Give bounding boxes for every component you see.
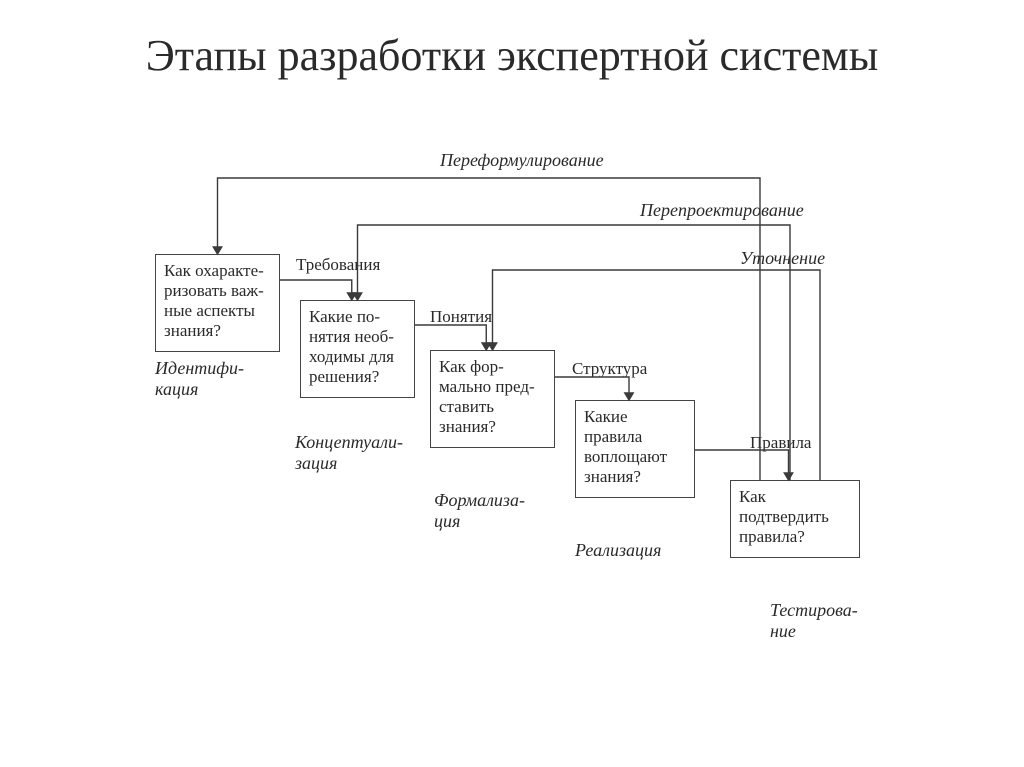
stage-box-2: Какие по-нятия необ-ходимы длярешения? [300,300,415,398]
feedback-label-1: Переформулирование [440,150,604,171]
page-title: Этапы разработки экспертной системы [0,0,1024,83]
stage-label-1: Идентифи-кация [155,358,244,399]
stage-label-5: Тестирова-ние [770,600,858,641]
stage-box-1: Как охаракте-ризовать важ-ные аспектызна… [155,254,280,352]
stage-label-2: Концептуали-зация [295,432,403,473]
edge-label-1: Требования [296,256,380,275]
edge-label-3: Структура [572,360,647,379]
stage-label-3: Формализа-ция [434,490,525,531]
diagram-canvas: Этапы разработки экспертной системы Как … [0,0,1024,767]
stage-box-4: Какиеправилавоплощаютзнания? [575,400,695,498]
feedback-label-3: Уточнение [740,248,825,269]
feedback-label-2: Перепроектирование [640,200,804,221]
stage-box-5: Какподтвердитьправила? [730,480,860,558]
edge-label-4: Правила [750,434,811,453]
edge-label-2: Понятия [430,308,492,327]
stage-label-4: Реализация [575,540,661,561]
stage-box-3: Как фор-мально пред-ставитьзнания? [430,350,555,448]
